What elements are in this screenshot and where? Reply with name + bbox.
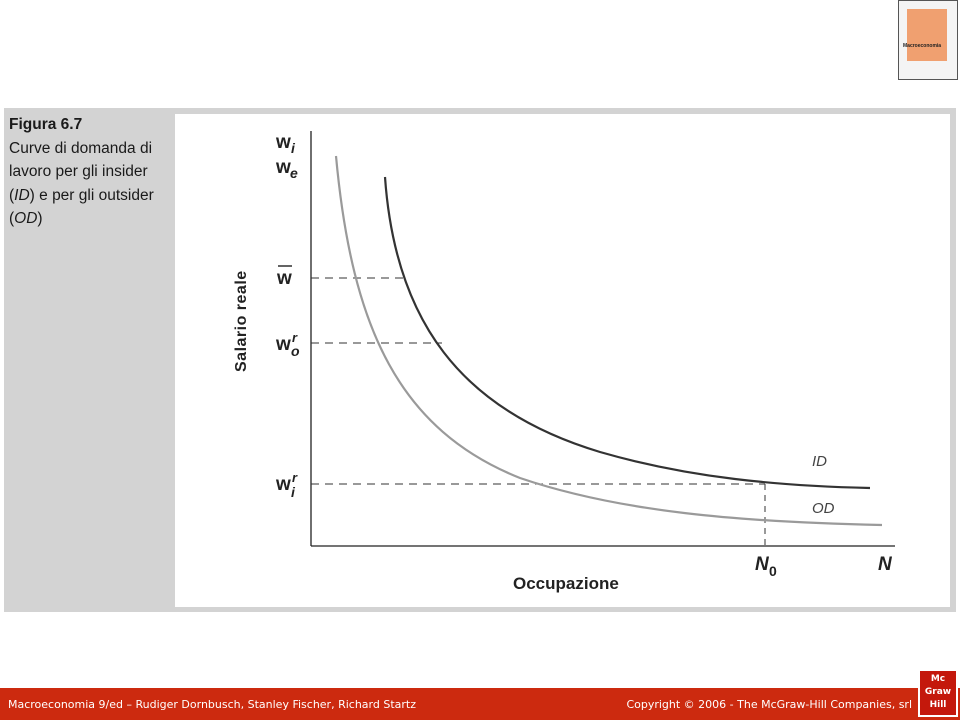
od-curve (334, 155, 883, 527)
cover-art (907, 9, 947, 61)
svg-text:w: w (275, 132, 291, 153)
label-wi-top: w i (275, 132, 296, 156)
diagram-area: ID OD Salario reale Occupazione w i w e … (175, 114, 950, 607)
label-wbar: w (276, 265, 292, 289)
figure-label: Figura 6.7 (9, 116, 83, 133)
book-cover-thumbnail: Macroeconomia (898, 0, 958, 80)
footer-bar: Macroeconomia 9/ed – Rudiger Dornbusch, … (0, 688, 960, 720)
svg-text:0: 0 (769, 563, 777, 579)
od-label: OD (812, 500, 835, 517)
svg-text:w: w (275, 334, 291, 355)
label-we: w e (275, 157, 298, 181)
svg-text:r: r (292, 330, 298, 345)
mcgraw-hill-logo: Mc Graw Hill (918, 669, 958, 717)
x-axis-label: Occupazione (513, 574, 619, 593)
logo-line-2: Graw (924, 687, 952, 697)
label-wir: w r i (275, 470, 298, 500)
caption-abbr-insider: ID (14, 186, 30, 204)
svg-text:i: i (291, 140, 296, 156)
cover-title: Macroeconomia (903, 43, 942, 49)
svg-text:r: r (292, 470, 298, 485)
svg-text:N: N (755, 554, 770, 575)
caption-text-1: Curve di domanda di lavoro per gli insid… (9, 139, 153, 204)
id-curve (383, 176, 871, 490)
caption-text-3: ) (37, 210, 43, 227)
label-wor: w r o (275, 330, 300, 359)
logo-line-3: Hill (929, 700, 947, 710)
label-n0: N 0 (755, 554, 777, 579)
y-axis-label: Salario reale (233, 270, 250, 372)
footer-book: Macroeconomia 9/ed – Rudiger Dornbusch, … (8, 698, 416, 711)
svg-text:e: e (290, 165, 298, 181)
footer-copyright: Copyright © 2006 - The McGraw-Hill Compa… (626, 698, 912, 711)
svg-text:w: w (276, 268, 292, 289)
figure-caption: Figura 6.7 Curve di domanda di lavoro pe… (9, 113, 169, 231)
caption-text-2: ) e per gli outsider ( (9, 186, 154, 228)
svg-text:o: o (291, 343, 300, 359)
svg-text:w: w (275, 157, 291, 178)
label-n: N (878, 554, 893, 575)
id-label: ID (812, 453, 827, 470)
svg-text:w: w (275, 474, 291, 495)
logo-line-1: Mc (930, 674, 946, 684)
labor-demand-diagram: ID OD Salario reale Occupazione w i w e … (233, 131, 895, 593)
caption-abbr-outsider: OD (14, 210, 38, 227)
svg-text:i: i (291, 484, 296, 500)
